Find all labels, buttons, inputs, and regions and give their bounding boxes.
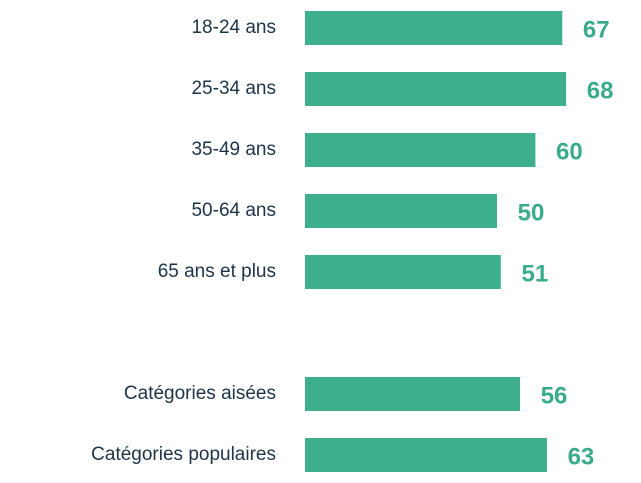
value-label: 51: [521, 260, 548, 287]
value-label: 67: [583, 16, 610, 43]
category-label: 65 ans et plus: [158, 261, 276, 282]
bar: [305, 133, 536, 167]
category-label: 35-49 ans: [191, 139, 276, 160]
value-label: 56: [541, 382, 568, 409]
category-label: 50-64 ans: [191, 200, 276, 221]
category-label: 25-34 ans: [191, 78, 276, 99]
bar: [305, 194, 497, 228]
category-label: Catégories aisées: [124, 383, 276, 404]
value-label: 68: [587, 77, 614, 104]
bar: [305, 438, 547, 472]
bar: [305, 72, 567, 106]
category-label: Catégories populaires: [91, 444, 276, 465]
bar: [305, 377, 521, 411]
bar: [305, 11, 563, 45]
value-label: 63: [568, 443, 595, 470]
value-label: 60: [556, 138, 583, 165]
category-label: 18-24 ans: [191, 17, 276, 38]
value-label: 50: [518, 199, 545, 226]
bar: [305, 255, 501, 289]
